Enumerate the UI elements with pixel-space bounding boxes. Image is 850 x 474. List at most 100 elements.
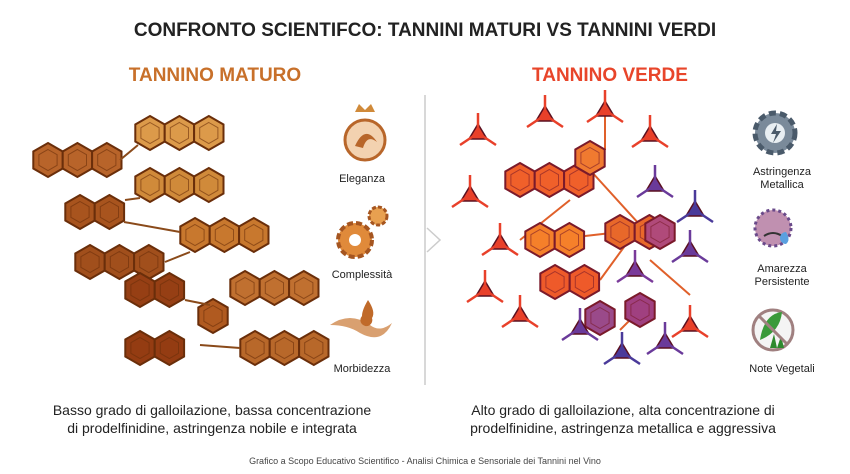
feature-line: Astringenza xyxy=(753,166,812,178)
hexagon-inner xyxy=(140,121,160,145)
hexagon-inner xyxy=(274,336,294,360)
frown xyxy=(763,232,783,237)
spike xyxy=(671,323,691,339)
hexagon-inner xyxy=(70,200,90,224)
hexagon-inner xyxy=(97,148,117,172)
feature-line: Complessità xyxy=(332,269,393,281)
left-icons xyxy=(330,104,392,338)
hexagon-inner xyxy=(245,336,265,360)
spike xyxy=(469,193,489,209)
hexagon-inner xyxy=(109,250,129,274)
bolt xyxy=(771,124,781,143)
hexagon xyxy=(153,271,186,309)
bond xyxy=(123,221,181,233)
hexagon-inner xyxy=(590,306,610,330)
hexagon xyxy=(103,243,136,281)
hexagon xyxy=(163,166,196,204)
bond xyxy=(184,299,211,306)
hexagon xyxy=(32,141,64,179)
hexagon xyxy=(604,213,636,251)
hexagon xyxy=(197,297,229,335)
no-slash xyxy=(757,314,789,346)
spike xyxy=(689,323,709,339)
spike xyxy=(616,268,636,284)
spike xyxy=(481,241,501,257)
description-line: prodelfinidine, astringenza metallica e … xyxy=(470,420,776,436)
spike xyxy=(689,248,709,264)
gear-hole xyxy=(349,234,361,246)
hexagon-inner xyxy=(199,173,219,197)
hexagon-inner xyxy=(510,168,530,192)
hexagon xyxy=(193,166,225,204)
hexagon-inner xyxy=(580,146,600,170)
right-icons xyxy=(751,110,798,352)
feature-label: Amarezza Persistente xyxy=(754,263,809,288)
feature-line: Note Vegetali xyxy=(749,363,814,375)
feature-line: Metallica xyxy=(760,179,804,191)
footer: Grafico a Scopo Educativo Scientifico - … xyxy=(249,456,601,466)
divider-arrow xyxy=(426,227,442,253)
bond xyxy=(589,169,641,226)
hexagon-inner xyxy=(199,121,219,145)
hexagon-inner xyxy=(559,228,579,252)
title: CONFRONTO SCIENTIFCO: TANNINI MATURI VS … xyxy=(134,20,716,41)
hexagon-inner xyxy=(264,276,284,300)
feature-label: Note Vegetali xyxy=(749,363,814,375)
hexagon xyxy=(258,269,291,307)
spike xyxy=(519,313,539,329)
hexagon-inner xyxy=(244,223,264,247)
hexagon xyxy=(553,221,586,259)
spike xyxy=(631,133,651,149)
hexagon-inner xyxy=(130,336,150,360)
hexagon xyxy=(504,161,536,199)
hexagon-inner xyxy=(130,278,150,302)
spike xyxy=(484,288,504,304)
elegance-swirl xyxy=(355,133,377,148)
hexagon xyxy=(134,114,166,152)
hexagon-inner xyxy=(304,336,324,360)
bond xyxy=(199,344,241,349)
hexagon-inner xyxy=(610,220,630,244)
hexagon xyxy=(298,329,330,367)
hexagon-inner xyxy=(294,276,314,300)
hexagon-inner xyxy=(140,173,160,197)
spike xyxy=(499,241,519,257)
hexagon xyxy=(239,329,271,367)
spike xyxy=(501,313,521,329)
hexagon-inner xyxy=(99,200,119,224)
right-description: Alto grado di galloilazione, alta concen… xyxy=(470,402,776,436)
hexagon-inner xyxy=(159,336,179,360)
hexagon-inner xyxy=(169,121,189,145)
spike xyxy=(466,288,486,304)
spike xyxy=(694,208,714,224)
tear xyxy=(780,232,789,244)
spike xyxy=(544,113,564,129)
bond xyxy=(119,144,139,161)
description-line: Alto grado di galloilazione, alta concen… xyxy=(471,402,775,418)
hexagon xyxy=(268,329,301,367)
hexagon-inner xyxy=(545,270,565,294)
spike xyxy=(603,350,623,366)
hexagon xyxy=(624,291,656,329)
hexagon xyxy=(179,216,211,254)
hexagon-inner xyxy=(38,148,58,172)
feature-line: Persistente xyxy=(754,276,809,288)
feature-label: Morbidezza xyxy=(334,363,392,375)
hexagon-inner xyxy=(67,148,87,172)
spike xyxy=(561,326,581,342)
hexagon-inner xyxy=(159,278,179,302)
hexagon xyxy=(134,166,166,204)
hexagon-inner xyxy=(139,250,159,274)
feature-label: Complessità xyxy=(332,269,393,281)
hexagon-inner xyxy=(530,228,550,252)
drop xyxy=(360,300,374,327)
feature-line: Eleganza xyxy=(339,173,386,185)
spike xyxy=(676,208,696,224)
description-line: di prodelfinidine, astringenza nobile e … xyxy=(67,420,357,436)
bond xyxy=(124,197,141,201)
smooth-wave xyxy=(330,318,392,338)
hexagon-inner xyxy=(80,250,100,274)
hexagon-inner xyxy=(185,223,205,247)
hexagon-inner xyxy=(630,298,650,322)
